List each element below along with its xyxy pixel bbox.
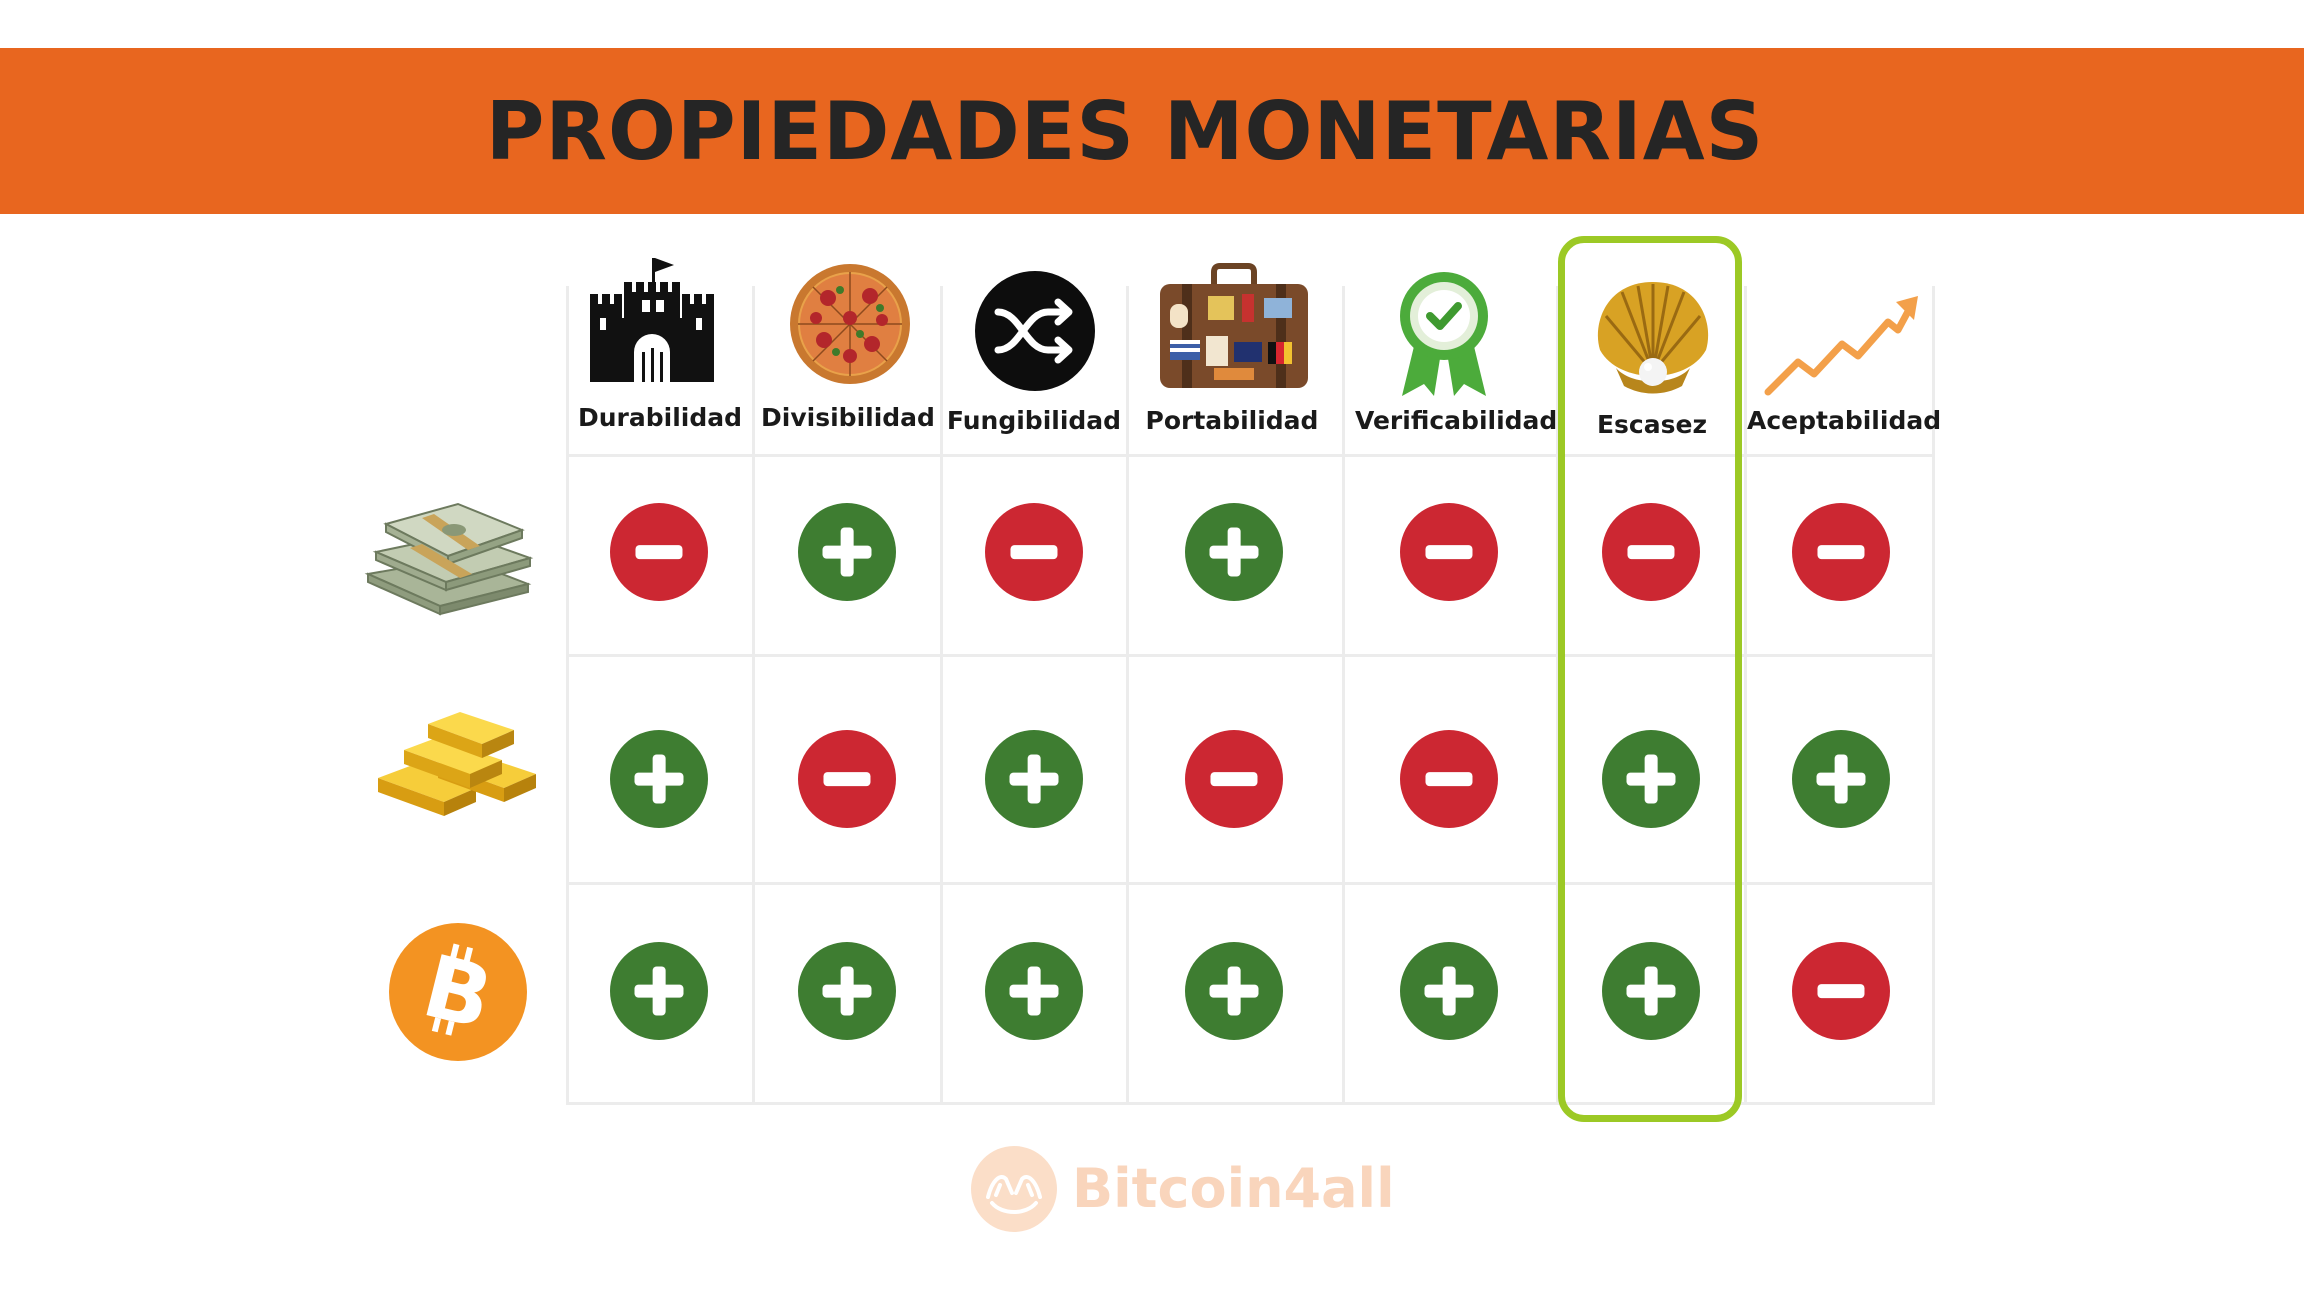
- escasez-highlight-frame: [1558, 236, 1742, 1122]
- page-title: PROPIEDADES MONETARIAS: [485, 85, 1765, 178]
- column-label-verificabilidad: Verificabilidad: [1355, 406, 1558, 435]
- suitcase-icon: [1158, 263, 1310, 392]
- trend-arrow-icon: [1762, 292, 1922, 400]
- title-banner: [0, 48, 2304, 214]
- minus-mark-cash-durabilidad: [610, 503, 708, 601]
- grid-line: [566, 1102, 1935, 1105]
- gold-bars-icon: [374, 704, 540, 824]
- pizza-icon: [788, 262, 912, 386]
- plus-mark-gold-aceptabilidad: [1792, 730, 1890, 828]
- grid-line: [566, 454, 1935, 457]
- minus-mark-bitcoin-aceptabilidad: [1792, 942, 1890, 1040]
- grid-line: [1126, 286, 1129, 1104]
- minus-mark-cash-fungibilidad: [985, 503, 1083, 601]
- plus-mark-bitcoin-verificabilidad: [1400, 942, 1498, 1040]
- grid-line: [1556, 286, 1559, 1104]
- column-label-portabilidad: Portabilidad: [1145, 406, 1319, 435]
- plus-mark-cash-portabilidad: [1185, 503, 1283, 601]
- minus-mark-gold-divisibilidad: [798, 730, 896, 828]
- plus-mark-bitcoin-escasez: [1602, 942, 1700, 1040]
- grid-line: [566, 654, 1935, 657]
- plus-mark-cash-divisibilidad: [798, 503, 896, 601]
- plus-mark-gold-durabilidad: [610, 730, 708, 828]
- grid-line: [566, 882, 1935, 885]
- grid-line: [940, 286, 943, 1104]
- watermark-text: Bitcoin4all: [1072, 1157, 1395, 1220]
- shuffle-icon: [974, 270, 1096, 392]
- verified-badge-icon: [1396, 270, 1492, 398]
- castle-icon: [582, 256, 722, 386]
- column-label-divisibilidad: Divisibilidad: [761, 403, 935, 432]
- grid-line: [1744, 286, 1747, 1104]
- minus-mark-cash-aceptabilidad: [1792, 503, 1890, 601]
- grid-line: [566, 286, 569, 1104]
- column-label-fungibilidad: Fungibilidad: [946, 406, 1122, 435]
- plus-mark-gold-escasez: [1602, 730, 1700, 828]
- column-label-aceptabilidad: Aceptabilidad: [1747, 406, 1942, 435]
- grid-line: [1342, 286, 1345, 1104]
- column-label-escasez: Escasez: [1596, 410, 1708, 439]
- minus-mark-cash-escasez: [1602, 503, 1700, 601]
- column-label-durabilidad: Durabilidad: [577, 403, 742, 432]
- plus-mark-bitcoin-durabilidad: [610, 942, 708, 1040]
- cash-stack-icon: [362, 486, 538, 622]
- minus-mark-gold-verificabilidad: [1400, 730, 1498, 828]
- bitcoin-icon: B: [388, 922, 528, 1062]
- plus-mark-bitcoin-divisibilidad: [798, 942, 896, 1040]
- plus-mark-gold-fungibilidad: [985, 730, 1083, 828]
- grid-line: [752, 286, 755, 1104]
- grid-line: [1932, 286, 1935, 1104]
- plus-mark-bitcoin-fungibilidad: [985, 942, 1083, 1040]
- bitcoin4all-logo-icon: [971, 1146, 1057, 1232]
- minus-mark-cash-verificabilidad: [1400, 503, 1498, 601]
- minus-mark-gold-portabilidad: [1185, 730, 1283, 828]
- watermark: Bitcoin4all: [970, 1140, 1395, 1240]
- pearl-shell-icon: [1592, 276, 1714, 398]
- plus-mark-bitcoin-portabilidad: [1185, 942, 1283, 1040]
